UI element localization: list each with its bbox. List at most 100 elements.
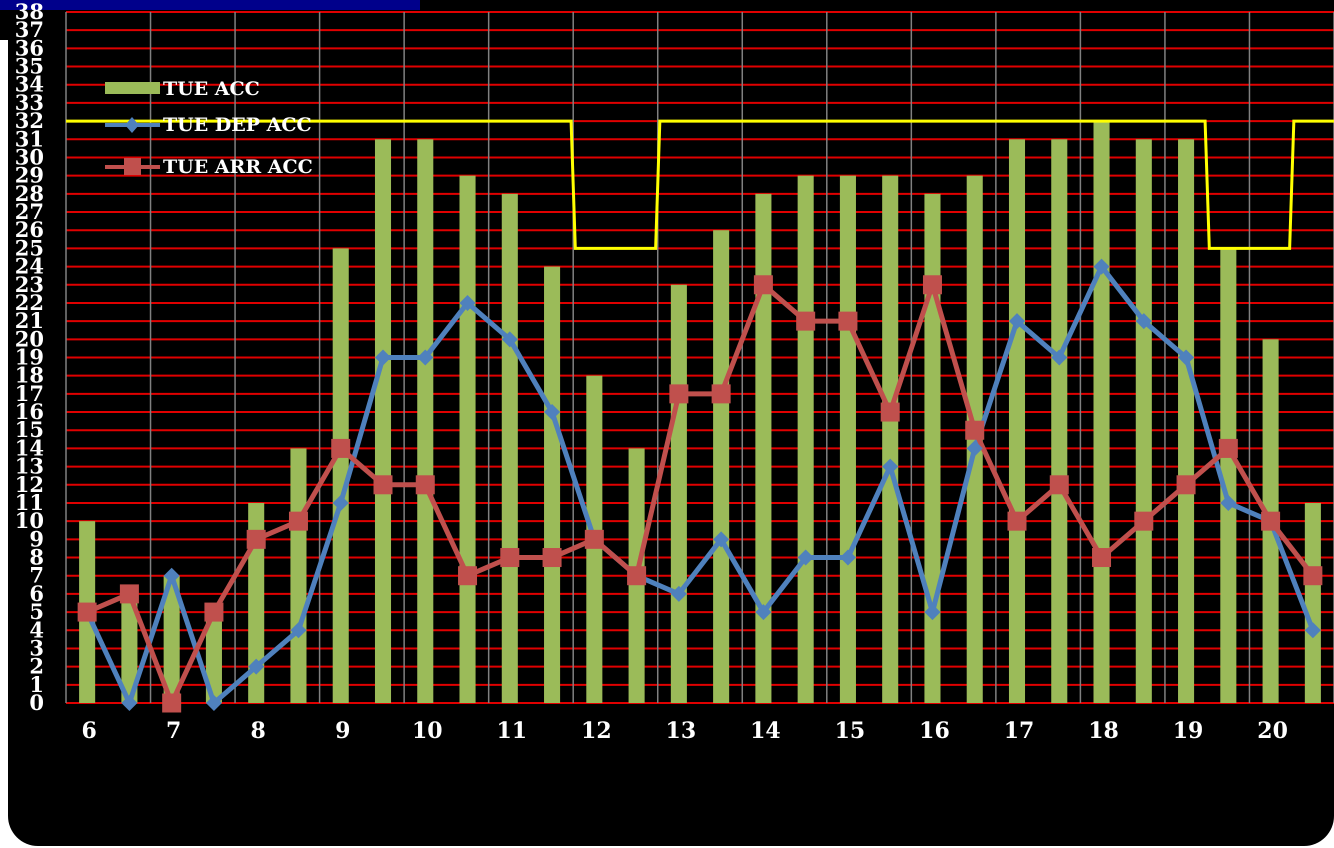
arr-acc-point	[627, 566, 647, 586]
y-tick-label: 1	[29, 672, 44, 697]
y-tick-label: 31	[15, 126, 44, 151]
y-tick-label: 4	[29, 617, 44, 642]
arr-acc-point	[584, 529, 604, 549]
x-tick-label: 13	[666, 718, 697, 744]
y-tick-label: 18	[15, 363, 44, 388]
title-strip	[0, 0, 420, 10]
legend-label-tue-acc: TUE ACC	[163, 78, 260, 100]
bar	[121, 593, 138, 703]
legend-label-tue-dep-acc: TUE DEP ACC	[163, 114, 312, 136]
bar	[163, 575, 180, 703]
dep-acc-point	[1009, 313, 1025, 330]
y-tick-label: 14	[15, 435, 44, 460]
legend-swatch-tue-arr-acc-marker	[124, 158, 141, 175]
arr-acc-point	[753, 275, 773, 295]
legend: TUE ACC TUE DEP ACC TUE ARR ACC	[105, 78, 313, 178]
arr-acc-point	[458, 566, 478, 586]
x-tick-label: 16	[919, 718, 950, 744]
arr-acc-point	[162, 693, 182, 713]
y-tick-label: 16	[15, 399, 44, 424]
bar	[713, 230, 730, 704]
grid-layer	[65, 11, 1334, 704]
bar	[755, 193, 772, 703]
y-tick-label: 35	[15, 54, 44, 79]
bar	[290, 448, 307, 703]
y-tick-label: 34	[15, 72, 44, 97]
y-tick-label: 3	[29, 635, 44, 660]
dep-acc-point	[1051, 349, 1068, 366]
y-tick-label: 12	[15, 472, 44, 497]
y-tick-label: 26	[15, 217, 44, 242]
y-tick-label: 27	[15, 199, 44, 224]
dep-acc-point	[839, 549, 856, 566]
x-tick-label: 10	[412, 718, 443, 744]
arr-acc-point	[288, 511, 308, 531]
y-tick-label: 23	[15, 272, 44, 297]
arr-acc-point	[1176, 475, 1196, 495]
arr-acc-point	[542, 548, 562, 568]
y-tick-label: 20	[15, 326, 44, 351]
y-axis-ticks: 0123456789101112131415161718192021222324…	[15, 0, 44, 715]
bar	[332, 248, 349, 704]
arr-acc-point	[1303, 566, 1323, 586]
marker-layer	[77, 258, 1323, 713]
arr-acc-point	[965, 420, 985, 440]
bar	[501, 193, 518, 703]
dep-acc-point	[459, 294, 476, 311]
x-tick-label: 9	[335, 718, 350, 744]
arr-acc-point	[331, 438, 351, 458]
arr-acc-point	[415, 475, 435, 495]
dep-acc-point	[121, 695, 138, 711]
legend-swatch-tue-dep-acc-marker	[125, 117, 139, 133]
bar	[1304, 502, 1321, 703]
dep-acc-point	[163, 567, 180, 584]
legend-swatch-tue-acc	[105, 82, 160, 94]
dep-acc-point	[205, 695, 222, 711]
dep-acc-line	[84, 264, 1316, 706]
dep-acc-point	[332, 494, 349, 511]
arr-acc-point	[838, 311, 858, 331]
dep-acc-point	[544, 404, 561, 421]
bar	[882, 175, 899, 703]
legend-label-tue-arr-acc: TUE ARR ACC	[163, 156, 313, 178]
y-tick-label: 19	[15, 345, 44, 370]
dep-acc-point	[501, 331, 518, 348]
y-tick-label: 11	[15, 490, 44, 515]
x-tick-label: 14	[750, 718, 781, 744]
y-tick-label: 37	[15, 17, 44, 42]
bar	[374, 139, 392, 703]
arr-acc-point	[119, 584, 139, 604]
x-tick-label: 12	[581, 718, 612, 744]
bar	[459, 175, 476, 703]
x-tick-label: 17	[1004, 718, 1035, 744]
y-tick-label: 8	[29, 545, 44, 570]
y-tick-label: 13	[15, 454, 44, 479]
arr-acc-point	[796, 311, 816, 331]
y-tick-label: 0	[29, 690, 44, 715]
arr-acc-point	[204, 602, 224, 622]
arr-acc-point	[77, 602, 97, 622]
x-tick-label: 19	[1173, 718, 1204, 744]
dep-acc-point	[670, 585, 687, 602]
arr-acc-point	[922, 275, 942, 295]
x-tick-label: 6	[81, 718, 96, 744]
y-tick-label: 17	[15, 381, 44, 406]
arr-acc-point	[1092, 548, 1112, 568]
y-tick-label: 24	[15, 254, 44, 279]
y-tick-label: 15	[15, 417, 44, 442]
arr-acc-point	[246, 529, 266, 549]
arr-acc-point	[1007, 511, 1027, 531]
bar	[1135, 139, 1152, 703]
arr-acc-point	[1218, 438, 1238, 458]
capacity-step-line	[66, 119, 1334, 250]
bar	[1051, 139, 1068, 703]
y-tick-label: 29	[15, 163, 44, 188]
y-tick-label: 36	[15, 35, 44, 60]
y-tick-label: 32	[15, 108, 44, 133]
bar	[1093, 121, 1110, 703]
dep-acc-point	[924, 604, 941, 621]
arr-acc-point	[711, 384, 731, 404]
dep-acc-point	[375, 349, 391, 366]
